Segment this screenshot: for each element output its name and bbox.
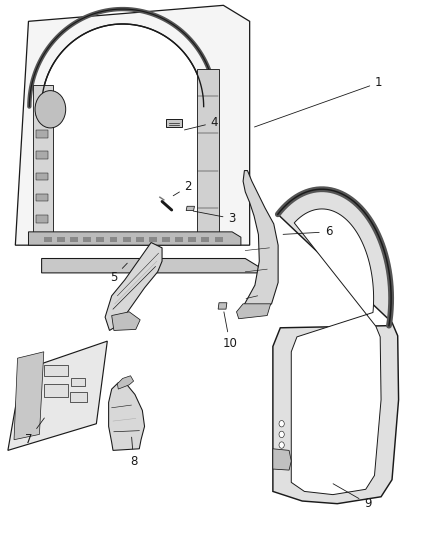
Polygon shape xyxy=(33,85,53,235)
Bar xyxy=(36,130,48,138)
Bar xyxy=(36,151,48,159)
Bar xyxy=(36,109,48,116)
Text: 8: 8 xyxy=(130,437,137,467)
Polygon shape xyxy=(42,259,258,273)
Bar xyxy=(57,237,65,242)
Polygon shape xyxy=(15,5,250,245)
Text: 6: 6 xyxy=(283,225,332,238)
Text: 5: 5 xyxy=(110,263,127,284)
Polygon shape xyxy=(105,243,162,330)
Bar xyxy=(44,384,68,397)
Bar xyxy=(44,237,52,242)
Bar xyxy=(201,237,209,242)
Polygon shape xyxy=(186,206,194,211)
Polygon shape xyxy=(291,209,381,495)
Bar xyxy=(36,173,48,180)
Bar xyxy=(136,237,144,242)
Bar xyxy=(149,237,157,242)
Bar xyxy=(70,237,78,242)
Text: 9: 9 xyxy=(333,484,372,510)
Text: 4: 4 xyxy=(184,116,219,130)
Polygon shape xyxy=(166,119,182,127)
Bar xyxy=(36,215,48,223)
Polygon shape xyxy=(237,304,271,319)
Bar xyxy=(215,237,223,242)
Bar xyxy=(175,237,183,242)
Bar xyxy=(83,237,91,242)
Polygon shape xyxy=(109,383,145,450)
Circle shape xyxy=(279,431,284,438)
Bar xyxy=(123,237,131,242)
Bar xyxy=(188,237,196,242)
Polygon shape xyxy=(218,303,227,309)
Polygon shape xyxy=(197,69,219,235)
Polygon shape xyxy=(14,352,44,440)
Bar xyxy=(36,194,48,201)
Polygon shape xyxy=(28,232,241,245)
Circle shape xyxy=(279,442,284,448)
Bar xyxy=(71,378,85,386)
Polygon shape xyxy=(273,189,399,504)
Bar xyxy=(96,237,104,242)
Text: 7: 7 xyxy=(25,418,44,446)
Text: 1: 1 xyxy=(254,76,383,127)
Text: 3: 3 xyxy=(193,211,236,225)
Polygon shape xyxy=(242,171,278,316)
Text: 2: 2 xyxy=(173,180,192,196)
Polygon shape xyxy=(117,376,134,389)
Circle shape xyxy=(279,421,284,427)
Bar xyxy=(110,237,117,242)
Text: 10: 10 xyxy=(223,312,237,350)
Polygon shape xyxy=(112,312,140,330)
Polygon shape xyxy=(273,449,291,470)
Bar xyxy=(44,365,68,376)
Bar xyxy=(70,392,87,402)
Bar xyxy=(162,237,170,242)
Polygon shape xyxy=(42,24,204,235)
Circle shape xyxy=(35,91,66,128)
Polygon shape xyxy=(8,341,107,450)
